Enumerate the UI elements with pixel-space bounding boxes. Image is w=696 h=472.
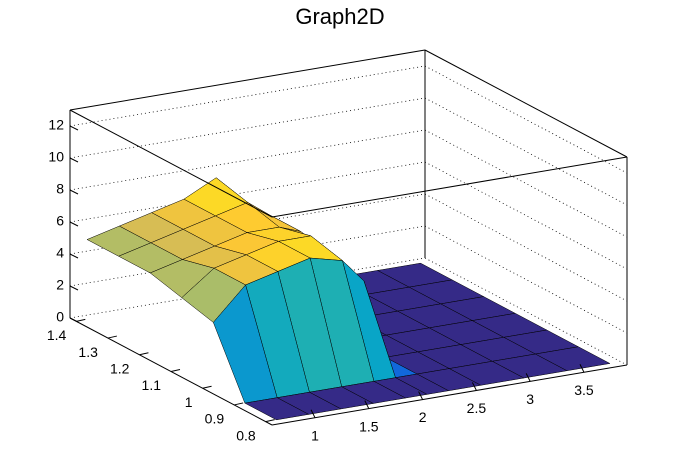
grid-line	[69, 129, 426, 191]
z-tick-label: 12	[48, 117, 64, 133]
x-tick	[310, 409, 316, 418]
y-tick	[139, 352, 149, 356]
z-tick-label: 8	[56, 181, 64, 197]
box-edge	[271, 156, 628, 218]
z-tick-label: 4	[56, 245, 64, 261]
chart-title: Graph2D	[295, 4, 384, 29]
y-tick	[234, 402, 244, 406]
y-tick	[76, 318, 86, 322]
grid-line	[69, 97, 426, 159]
x-tick	[364, 400, 370, 409]
x-tick	[525, 373, 531, 382]
y-tick	[202, 385, 212, 389]
grid-line	[69, 161, 426, 223]
x-tick	[579, 364, 585, 373]
y-tick	[265, 419, 275, 423]
x-tick-label: 3	[526, 391, 534, 407]
z-tick-label: 2	[56, 277, 64, 293]
grid-line	[69, 65, 426, 127]
x-tick-label: 1.5	[359, 418, 379, 434]
z-tick	[69, 253, 79, 259]
z-tick-label: 6	[56, 213, 64, 229]
y-tick-label: 0.9	[205, 411, 225, 427]
x-tick	[418, 391, 424, 400]
z-tick	[69, 285, 79, 291]
z-tick	[69, 157, 79, 163]
z-tick	[69, 221, 79, 227]
x-tick-label: 2.5	[467, 400, 487, 416]
grid-line	[424, 97, 628, 206]
y-tick	[107, 335, 117, 339]
grid-line	[424, 65, 628, 174]
surface-patch	[244, 397, 310, 421]
x-tick-label: 3.5	[574, 382, 594, 398]
grid-line	[424, 129, 628, 238]
y-tick-label: 1.2	[110, 360, 130, 376]
z-tick-label: 10	[48, 149, 64, 165]
box-edge	[271, 364, 628, 426]
x-tick-label: 2	[419, 409, 427, 425]
y-tick-label: 1.4	[47, 327, 67, 343]
y-tick-label: 1.3	[78, 344, 98, 360]
x-tick-label: 1	[311, 427, 319, 443]
y-tick-label: 1	[185, 394, 193, 410]
x-tick	[471, 382, 477, 391]
box-edge	[424, 49, 628, 158]
z-tick-label: 0	[56, 309, 64, 325]
box-edge	[69, 49, 426, 111]
grid-line	[424, 161, 628, 270]
z-tick	[69, 189, 79, 195]
y-tick-label: 0.8	[236, 427, 256, 443]
y-tick	[170, 369, 181, 372]
z-tick	[69, 125, 79, 131]
box-edge	[69, 109, 273, 218]
y-tick-label: 1.1	[142, 377, 162, 393]
